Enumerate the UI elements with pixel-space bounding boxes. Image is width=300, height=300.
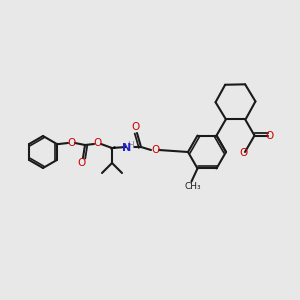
Text: O: O — [93, 138, 101, 148]
Text: O: O — [68, 138, 76, 148]
Text: O: O — [151, 145, 159, 155]
Text: O: O — [239, 148, 247, 158]
Text: H: H — [128, 140, 134, 149]
Text: N: N — [122, 143, 132, 153]
Text: O: O — [132, 122, 140, 132]
Text: O: O — [78, 158, 86, 168]
Text: CH₃: CH₃ — [184, 182, 201, 191]
Text: O: O — [266, 130, 274, 140]
